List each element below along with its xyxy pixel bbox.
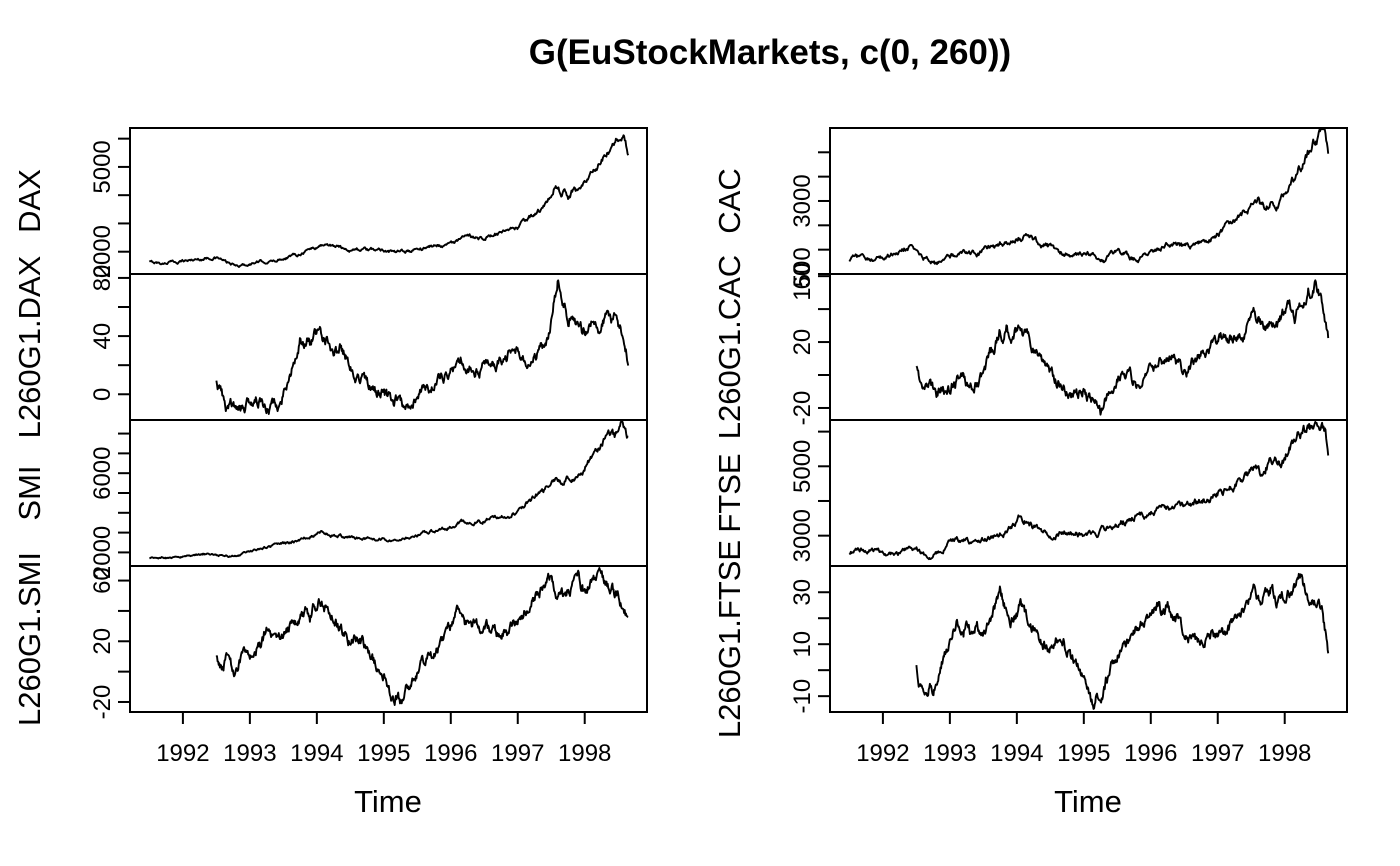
y-tick-label: 40	[89, 323, 116, 350]
plot-frame	[129, 127, 648, 713]
x-tick-label: 1996	[1124, 740, 1177, 767]
series-line-L260G1.DAX	[215, 279, 630, 415]
x-tick-label: 1994	[990, 740, 1043, 767]
x-tick-label: 1993	[223, 740, 276, 767]
series-line-DAX	[148, 134, 630, 268]
figure-column-right: 1500 3000 CAC -20 20 60 L260G1.CAC 3000 5000 FTSE…	[712, 127, 1348, 767]
y-tick-label: 60	[89, 567, 116, 594]
series-line-FTSE	[848, 421, 1330, 561]
x-tick-label: 1997	[491, 740, 544, 767]
y-tick-label: -10	[789, 679, 816, 714]
y-tick-label: 5000	[789, 440, 816, 493]
y-tick-label: 20	[789, 329, 816, 356]
y-axis-label-L260G1.SMI: L260G1.SMI	[12, 552, 47, 726]
series-line-L260G1.FTSE	[915, 572, 1330, 710]
series-line-L260G1.CAC	[915, 279, 1330, 416]
y-tick-label: 10	[789, 631, 816, 658]
y-axis-label-L260G1.FTSE: L260G1.FTSE	[712, 540, 747, 738]
y-tick-label: 30	[789, 579, 816, 606]
series-line-L260G1.SMI	[215, 567, 629, 706]
x-tick-label: 1992	[856, 740, 909, 767]
y-tick-label: -20	[789, 391, 816, 426]
series-line-SMI	[149, 421, 629, 560]
y-axis-label-L260G1.CAC: L260G1.CAC	[712, 255, 747, 439]
y-axis-label-FTSE: FTSE	[712, 453, 747, 532]
x-tick-label: 1995	[1057, 740, 1110, 767]
series-line-CAC	[848, 129, 1330, 266]
y-axis-label-L260G1.DAX: L260G1.DAX	[12, 255, 47, 438]
y-tick-label: 2000	[89, 225, 116, 278]
plot-title: G(EuStockMarkets, c(0, 260))	[529, 33, 1011, 72]
y-tick-label: 3000	[789, 174, 816, 227]
x-tick-label: 1995	[357, 740, 410, 767]
y-tick-label: 2000	[89, 526, 116, 579]
y-tick-label: 0	[89, 388, 116, 401]
x-tick-label: 1998	[558, 740, 611, 767]
y-axis-label-DAX: DAX	[12, 169, 47, 233]
x-tick-label: 1994	[290, 740, 343, 767]
y-tick-label: 60	[789, 263, 816, 290]
x-tick-label: 1998	[1258, 740, 1311, 767]
x-axis-label-right: Time	[1054, 784, 1122, 819]
y-axis-label-SMI: SMI	[12, 465, 47, 520]
x-tick-label: 1993	[923, 740, 976, 767]
plot-frame	[829, 127, 1348, 713]
y-tick-label: 1500	[789, 247, 816, 300]
y-tick-label: 5000	[89, 140, 116, 193]
y-axis-label-CAC: CAC	[712, 168, 747, 233]
y-tick-label: 80	[89, 265, 116, 292]
figure-column-left: 2000 5000 DAX 0 40 80 L260G1.DAX 2000 6000 SMI -20…	[12, 127, 648, 767]
x-tick-label: 1992	[156, 740, 209, 767]
y-tick-label: 20	[89, 628, 116, 655]
y-tick-label: -20	[89, 685, 116, 720]
y-tick-label: 6000	[89, 446, 116, 499]
x-tick-label: 1996	[424, 740, 477, 767]
y-tick-label: 3000	[789, 509, 816, 562]
x-axis-label-left: Time	[354, 784, 422, 819]
x-tick-label: 1997	[1191, 740, 1244, 767]
